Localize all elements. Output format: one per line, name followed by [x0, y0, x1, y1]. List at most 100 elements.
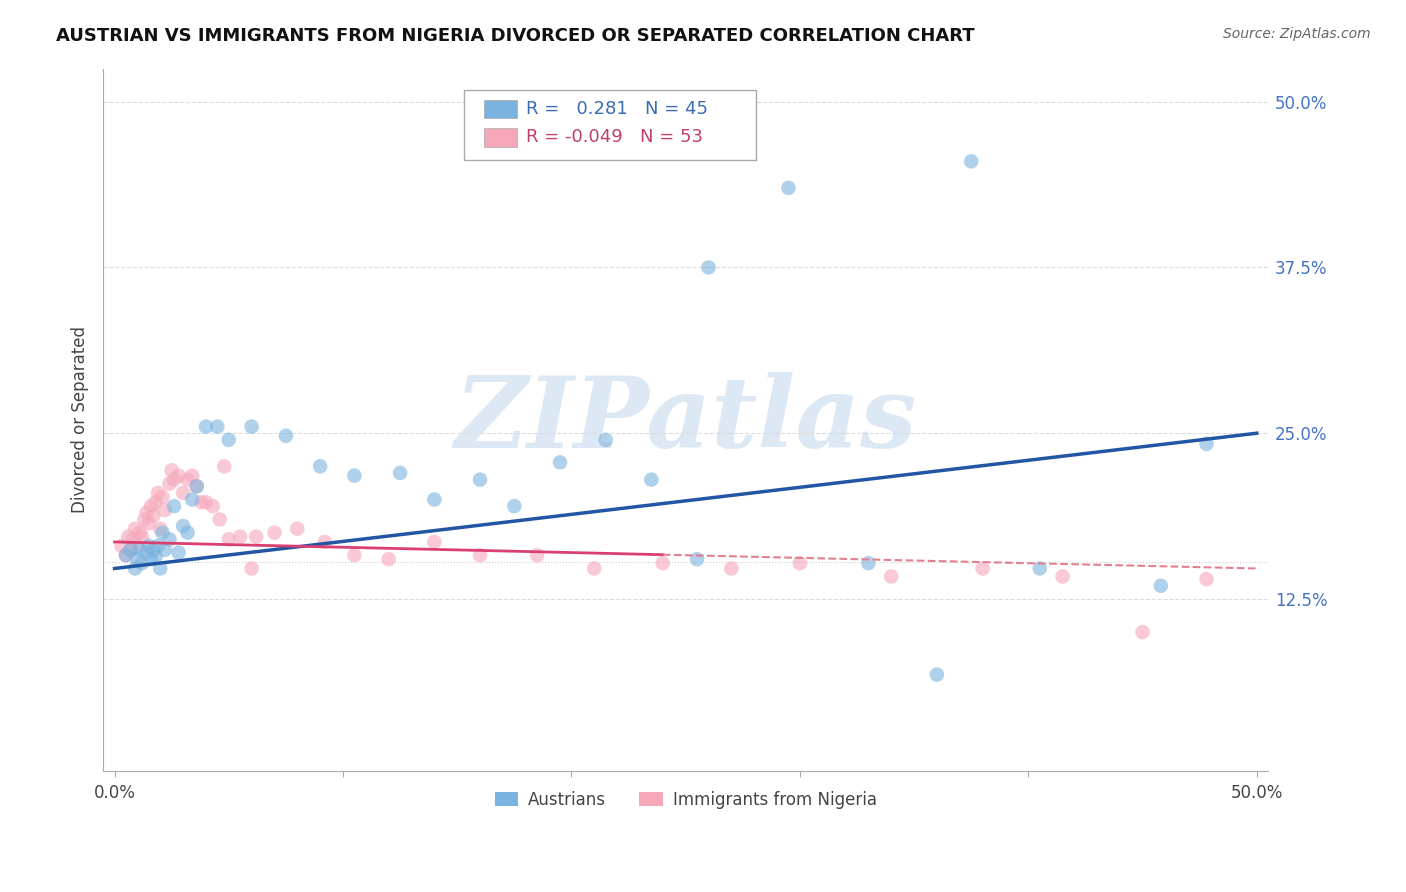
Point — [157, 533, 180, 547]
Point — [314, 535, 336, 549]
FancyBboxPatch shape — [464, 89, 755, 160]
Point — [131, 556, 153, 570]
Point — [139, 499, 162, 513]
Point — [925, 667, 948, 681]
Point — [686, 552, 709, 566]
Point — [142, 542, 165, 557]
Bar — [484, 100, 517, 119]
Point — [124, 522, 146, 536]
Point — [176, 525, 198, 540]
Point — [343, 468, 366, 483]
Point — [194, 495, 217, 509]
Point — [218, 533, 240, 547]
Point — [134, 512, 156, 526]
Point — [1028, 561, 1050, 575]
Point — [1132, 625, 1154, 640]
Point — [343, 548, 366, 562]
Point — [115, 548, 138, 562]
Point — [208, 512, 231, 526]
Point — [181, 468, 204, 483]
Y-axis label: Divorced or Separated: Divorced or Separated — [72, 326, 89, 514]
Point — [153, 503, 176, 517]
Point — [651, 556, 673, 570]
Point — [149, 522, 172, 536]
Point — [131, 530, 153, 544]
Point — [138, 539, 160, 553]
Point — [135, 545, 157, 559]
Point — [128, 542, 150, 557]
Point — [186, 479, 208, 493]
Point — [548, 455, 571, 469]
Point — [697, 260, 720, 275]
Point — [468, 473, 491, 487]
Point — [960, 154, 983, 169]
Point — [389, 466, 412, 480]
Point — [145, 549, 167, 564]
Point — [135, 506, 157, 520]
Point — [377, 552, 399, 566]
Point — [880, 569, 903, 583]
Point — [423, 492, 446, 507]
Point — [163, 499, 186, 513]
Text: AUSTRIAN VS IMMIGRANTS FROM NIGERIA DIVORCED OR SEPARATED CORRELATION CHART: AUSTRIAN VS IMMIGRANTS FROM NIGERIA DIVO… — [56, 27, 974, 45]
Point — [157, 476, 180, 491]
Point — [1195, 572, 1218, 586]
Point — [720, 561, 742, 575]
Point — [145, 495, 167, 509]
Point — [640, 473, 662, 487]
Point — [186, 479, 208, 493]
Point — [128, 525, 150, 540]
Point — [274, 429, 297, 443]
Point — [309, 459, 332, 474]
Point — [163, 473, 186, 487]
Legend: Austrians, Immigrants from Nigeria: Austrians, Immigrants from Nigeria — [488, 784, 883, 816]
Point — [595, 433, 617, 447]
Point — [120, 542, 142, 557]
Point — [172, 486, 194, 500]
Point — [138, 516, 160, 531]
Point — [127, 552, 149, 566]
Bar — [484, 128, 517, 146]
Point — [503, 499, 526, 513]
Point — [972, 561, 994, 575]
Point — [263, 525, 285, 540]
Point — [218, 433, 240, 447]
Point — [285, 522, 308, 536]
Point — [121, 533, 143, 547]
Point — [149, 561, 172, 575]
Point — [858, 556, 880, 570]
Point — [423, 535, 446, 549]
Point — [160, 463, 183, 477]
Point — [127, 539, 149, 553]
Point — [1052, 569, 1074, 583]
Point — [181, 492, 204, 507]
Point — [117, 530, 139, 544]
Point — [110, 539, 132, 553]
Point — [152, 525, 174, 540]
Text: R = -0.049   N = 53: R = -0.049 N = 53 — [526, 128, 703, 146]
Point — [201, 499, 224, 513]
Point — [207, 419, 229, 434]
Point — [167, 545, 190, 559]
Point — [146, 539, 169, 553]
Point — [1195, 437, 1218, 451]
Point — [240, 419, 263, 434]
Point — [120, 542, 142, 557]
Point — [153, 542, 176, 557]
Point — [583, 561, 606, 575]
Point — [194, 419, 217, 434]
Point — [245, 530, 267, 544]
Point — [176, 473, 198, 487]
Point — [1150, 579, 1173, 593]
Point — [167, 468, 190, 483]
Point — [468, 548, 491, 562]
Text: R =   0.281   N = 45: R = 0.281 N = 45 — [526, 100, 709, 119]
Point — [152, 490, 174, 504]
Point — [139, 552, 162, 566]
Point — [212, 459, 235, 474]
Point — [146, 486, 169, 500]
Point — [526, 548, 548, 562]
Text: ZIPatlas: ZIPatlas — [454, 372, 917, 468]
Point — [172, 519, 194, 533]
Point — [190, 495, 212, 509]
